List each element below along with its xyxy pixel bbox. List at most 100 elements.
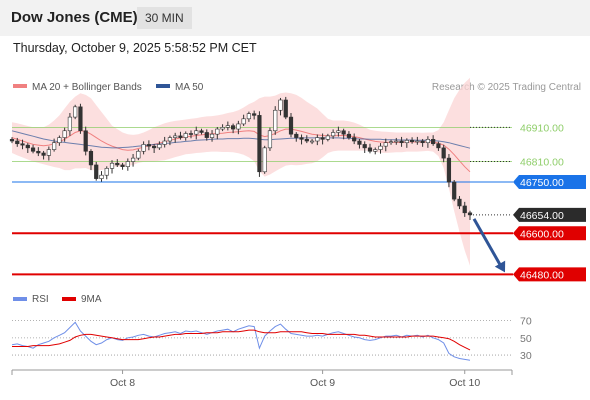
- candle-body: [178, 135, 183, 138]
- candle-body: [173, 135, 178, 138]
- candle-body: [452, 181, 457, 200]
- candle-body: [288, 116, 294, 135]
- copyright-label: Research © 2025 Trading Central: [432, 82, 581, 93]
- candle-body: [209, 133, 215, 138]
- candle-body: [273, 109, 278, 132]
- candle-body: [152, 145, 157, 149]
- candle-body: [109, 162, 115, 169]
- candle-body: [383, 142, 388, 147]
- candle-body: [83, 130, 88, 152]
- candle-body: [146, 144, 151, 147]
- timeframe-button[interactable]: 30 MIN: [137, 7, 192, 29]
- candle-body: [257, 115, 262, 173]
- candle-body: [15, 140, 20, 145]
- candle-body: [120, 164, 125, 167]
- candle-body: [409, 140, 415, 143]
- candle-body: [267, 130, 273, 149]
- price-level-tag-3: [513, 207, 586, 222]
- candle-body: [346, 133, 352, 138]
- candle-body: [194, 130, 199, 135]
- candle-body: [67, 116, 73, 132]
- candle-body: [215, 128, 220, 135]
- candle-body: [115, 162, 120, 166]
- candle-body: [94, 164, 99, 179]
- bb-legend-swatch: [13, 84, 27, 88]
- time-axis-label-1: Oct 9: [310, 377, 335, 389]
- bollinger-band-area: [12, 77, 470, 266]
- time-axis-label-0: Oct 8: [110, 377, 135, 389]
- candle-body: [241, 118, 246, 125]
- candle-body: [436, 143, 441, 149]
- rsi-tick-label-2: 30: [520, 350, 532, 362]
- candle-body: [278, 99, 283, 111]
- rsi-legend-swatch: [13, 297, 27, 301]
- candle-body: [162, 140, 167, 145]
- candle-body: [352, 137, 357, 142]
- rsi-series-line-0: [11, 321, 471, 361]
- candle-body: [73, 106, 78, 118]
- instrument-title: Dow Jones (CME): [11, 9, 138, 26]
- price-level-label-5: 46480.00: [520, 269, 564, 281]
- price-level-tag-2: [513, 175, 586, 190]
- ma50-legend-swatch: [156, 84, 170, 88]
- candle-body: [46, 149, 51, 156]
- price-level-tag-5: [513, 267, 586, 282]
- candle-body: [367, 147, 373, 152]
- ma50-line: [11, 130, 471, 149]
- ma50-legend-label: MA 50: [175, 82, 204, 93]
- candle-body: [62, 130, 67, 138]
- candle-body: [220, 127, 225, 130]
- candle-body: [341, 130, 346, 135]
- candle-body: [231, 125, 236, 130]
- candle-body: [30, 147, 36, 152]
- candle-body: [467, 212, 473, 216]
- candle-body: [225, 125, 230, 128]
- rsi-ma-legend-label: 9MA: [81, 294, 102, 305]
- price-plot: 46910.00 46810.00 46750.00 46654.00 46600.00…: [9, 77, 586, 282]
- price-level-label-3: 46654.00: [520, 210, 564, 222]
- candle-body: [362, 144, 367, 149]
- candle-body: [399, 140, 404, 144]
- candle-body: [236, 123, 241, 130]
- candle-body: [425, 139, 430, 144]
- candle-body: [315, 137, 320, 142]
- price-level-tag-4: [513, 226, 586, 241]
- time-axis-label-2: Oct 10: [449, 377, 480, 389]
- candle-body: [167, 137, 173, 142]
- candle-body: [246, 113, 251, 120]
- candle-body: [183, 133, 188, 138]
- candle-body: [378, 145, 383, 150]
- candle-body: [9, 139, 15, 142]
- candle-body: [336, 130, 341, 133]
- candle-body: [88, 150, 94, 166]
- candle-body: [294, 133, 299, 138]
- header-bar: Dow Jones (CME) 30 MIN: [0, 0, 590, 36]
- time-axis: Oct 8 Oct 9 Oct 10: [11, 369, 513, 389]
- bb-legend-label: MA 20 + Bollinger Bands: [32, 82, 142, 93]
- candle-body: [204, 132, 209, 138]
- timestamp: Thursday, October 9, 2025 5:58:52 PM CET: [13, 41, 257, 55]
- candle-body: [394, 140, 399, 143]
- candle-body: [36, 150, 41, 154]
- candle-body: [357, 140, 362, 145]
- candle-body: [104, 168, 109, 176]
- candle-body: [373, 149, 378, 152]
- candle-body: [25, 144, 30, 149]
- candle-body: [331, 132, 336, 137]
- candle-body: [309, 140, 315, 143]
- forecast-arrow-head: [494, 260, 506, 273]
- forecast-arrow-shaft: [472, 218, 503, 268]
- ma20-line: [11, 128, 471, 173]
- rsi-plot: 70 50 30: [11, 316, 532, 362]
- candle-body: [20, 143, 25, 146]
- rsi-ma-legend-swatch: [62, 297, 76, 301]
- candle-body: [199, 130, 204, 133]
- rsi-tick-label-0: 70: [520, 316, 532, 328]
- candle-body: [462, 205, 467, 214]
- candle-body: [431, 139, 436, 145]
- candle-body: [304, 139, 309, 142]
- candle-body: [457, 198, 462, 207]
- candle-body: [99, 174, 104, 179]
- candle-body: [78, 106, 83, 132]
- candle-body: [252, 113, 257, 116]
